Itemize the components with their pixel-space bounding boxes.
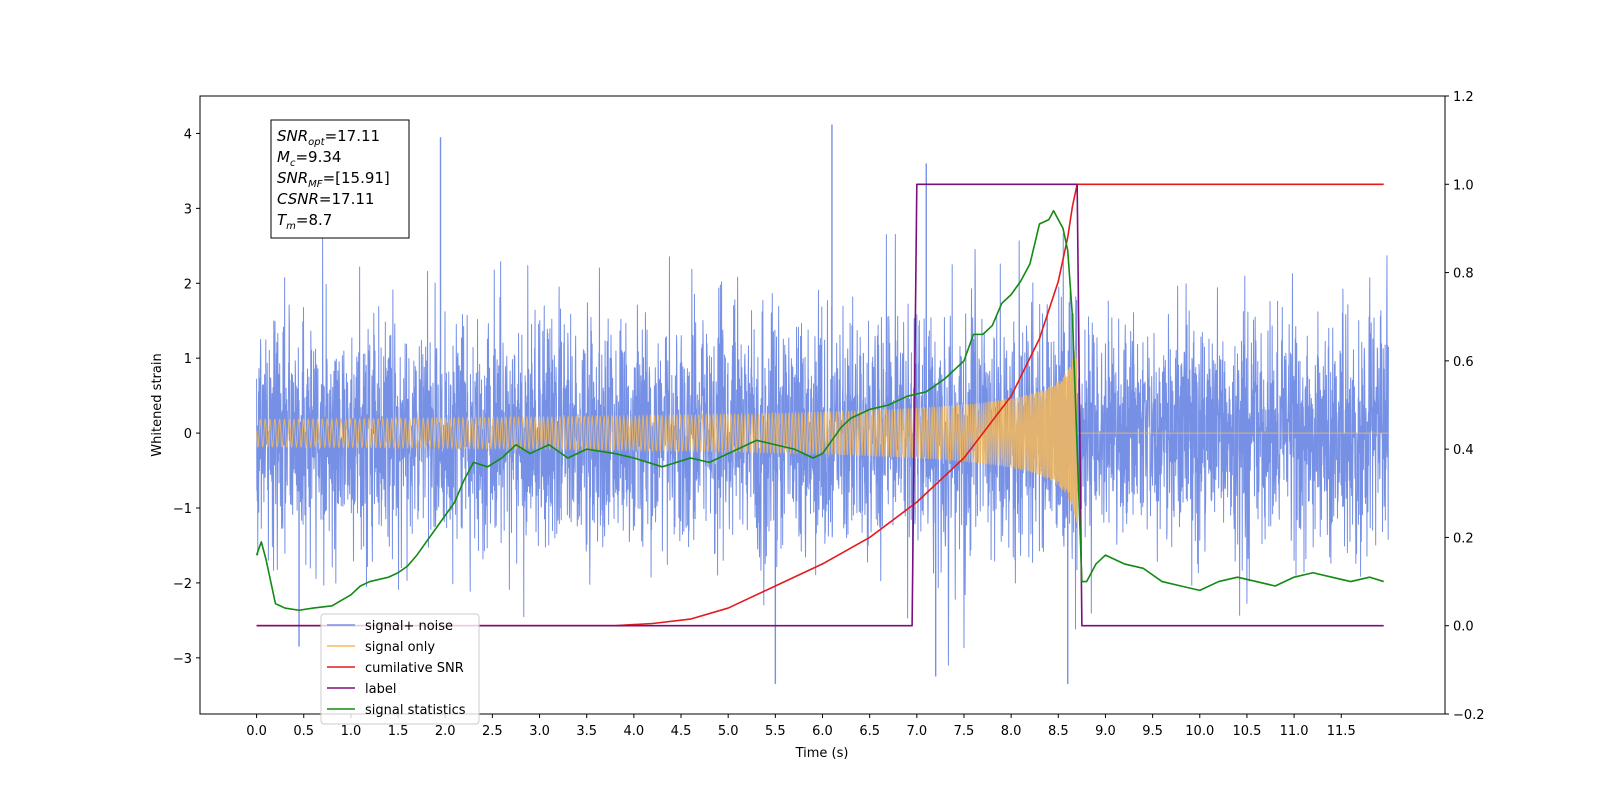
- legend-frame: [320, 613, 480, 725]
- x-tick-label: 3.0: [529, 724, 550, 739]
- x-tick-label: 8.0: [1001, 724, 1022, 739]
- signal-noise-series: [256, 233, 1389, 666]
- x-tick-label: 9.5: [1142, 724, 1163, 739]
- y2-tick-label: 1.2: [1453, 90, 1474, 105]
- x-tick-label: 10.5: [1232, 724, 1261, 739]
- x-tick-label: 6.5: [859, 724, 880, 739]
- y2-tick-label: 0.6: [1453, 355, 1474, 370]
- annotation-value: =9.34: [295, 148, 341, 166]
- annotation-symbol: SNR: [277, 127, 308, 145]
- annotation-subscript: opt: [308, 137, 325, 148]
- x-tick-label: 8.5: [1048, 724, 1069, 739]
- x-tick-label: 6.0: [812, 724, 833, 739]
- y2-tick-label: 0.4: [1453, 443, 1474, 458]
- x-tick-label: 1.0: [341, 724, 362, 739]
- annotation-line: Mc=9.34: [277, 148, 341, 169]
- annotation-subscript: m: [286, 221, 296, 232]
- legend-label: cumilative SNR: [365, 661, 464, 676]
- legend: signal+ noise signal only cumilative SNR la…: [320, 613, 480, 725]
- ticks-layer: 0.0 0.5 1.0 1.5 2.0 2.5 3.0 3.5 4.0 4.5 5.0 5.5 6.0 6…: [173, 90, 1485, 739]
- x-tick-label: 5.0: [718, 724, 739, 739]
- y-tick-label: −2: [173, 577, 192, 592]
- x-tick-label: 7.5: [954, 724, 975, 739]
- annotation-value: =[15.91]: [323, 169, 390, 187]
- annotation-symbol: CSNR: [277, 190, 319, 208]
- annotation-subscript: MF: [308, 179, 323, 190]
- annotation-value: =17.11: [325, 127, 381, 145]
- x-axis-label: Time (s): [795, 746, 849, 761]
- annotation-line: CSNR=17.11: [277, 190, 374, 208]
- y2-tick-label: 0.8: [1453, 267, 1474, 282]
- plot-layer: [255, 124, 1389, 685]
- y-axis-label: Whitened strain: [150, 353, 165, 456]
- x-tick-label: 10.0: [1185, 724, 1214, 739]
- y-tick-label: 3: [184, 202, 192, 217]
- x-tick-label: 11.0: [1280, 724, 1309, 739]
- x-tick-label: 0.5: [293, 724, 314, 739]
- annotation-symbol: SNR: [277, 169, 308, 187]
- y-tick-label: 1: [184, 352, 192, 367]
- x-tick-label: 9.0: [1095, 724, 1116, 739]
- x-tick-label: 3.5: [576, 724, 597, 739]
- y-tick-label: 4: [184, 127, 192, 142]
- y2-tick-label: 0.0: [1453, 620, 1474, 635]
- annotation-frame: [270, 119, 410, 239]
- annotation-line: SNRopt=17.11: [277, 127, 380, 148]
- annotation-symbol: M: [277, 148, 290, 166]
- annotation-box: SNRopt=17.11Mc=9.34SNRMF=[15.91]CSNR=17.…: [270, 119, 410, 239]
- x-tick-label: 4.5: [671, 724, 692, 739]
- annotation-subscript: c: [290, 158, 296, 169]
- annotation-line: Tm=8.7: [277, 211, 332, 232]
- annotation-value: =17.11: [319, 190, 375, 208]
- annotation-symbol: T: [277, 211, 288, 229]
- label-series: [256, 183, 1384, 627]
- y-tick-label: 0: [184, 427, 192, 442]
- x-tick-label: 4.0: [624, 724, 645, 739]
- x-tick-label: 0.0: [246, 724, 267, 739]
- y2-tick-label: −0.2: [1453, 708, 1485, 723]
- y-tick-label: −3: [173, 652, 192, 667]
- legend-label: signal+ noise: [365, 619, 453, 634]
- y-tick-label: 2: [184, 277, 192, 292]
- x-tick-label: 2.5: [482, 724, 503, 739]
- annotation-value: =8.7: [296, 211, 332, 229]
- x-tick-label: 5.5: [765, 724, 786, 739]
- y2-tick-label: 0.2: [1453, 531, 1474, 546]
- x-tick-label: 11.5: [1327, 724, 1356, 739]
- x-tick-label: 1.5: [388, 724, 409, 739]
- cumulative-snr-series: [256, 183, 1384, 627]
- legend-label: signal statistics: [365, 703, 466, 718]
- x-tick-label: 7.0: [906, 724, 927, 739]
- legend-label: signal only: [365, 640, 435, 655]
- y2-tick-label: 1.0: [1453, 178, 1474, 193]
- y-tick-label: −1: [173, 502, 192, 517]
- signal-statistics-series: [255, 209, 1384, 612]
- x-tick-label: 2.0: [435, 724, 456, 739]
- annotation-line: SNRMF=[15.91]: [277, 169, 390, 190]
- legend-label: label: [365, 682, 396, 697]
